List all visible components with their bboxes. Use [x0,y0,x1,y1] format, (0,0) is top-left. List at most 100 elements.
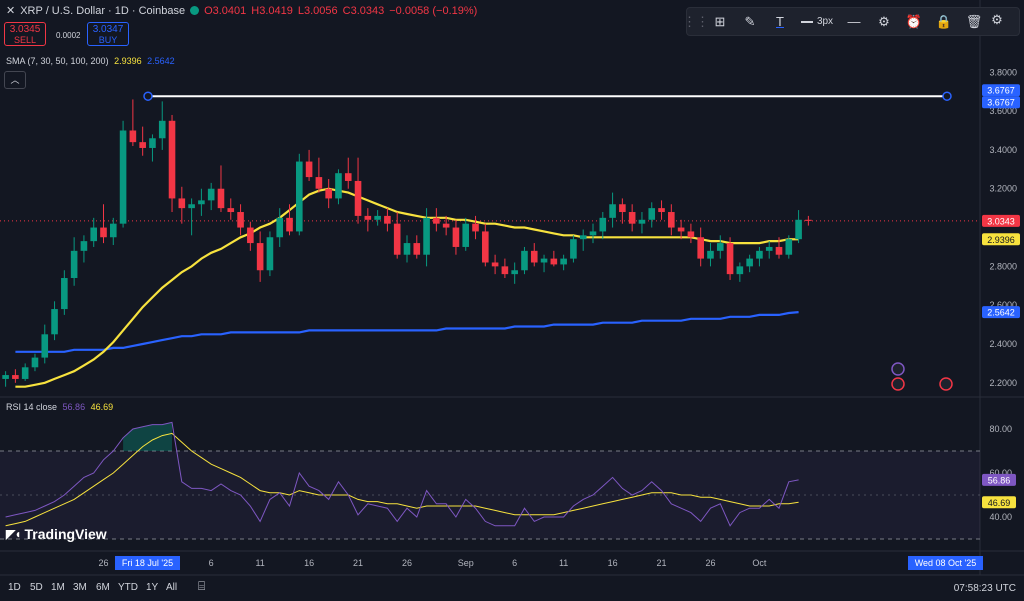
lightning-event-circle [891,362,905,376]
buy-label: BUY [98,35,118,45]
candle-body [237,212,244,228]
line-anchor-right-icon[interactable] [942,91,952,101]
price-tag-bg [982,306,1020,319]
candle [805,215,812,226]
candle-body [139,142,146,148]
candle-body [785,239,793,255]
candle-body [462,223,470,247]
candle [354,157,362,224]
text-icon[interactable]: T [776,14,784,29]
sma-legend[interactable]: SMA (7, 30, 50, 100, 200) 2.9396 2.5642 [6,56,175,66]
candle-body [227,208,235,213]
candle-body [521,250,528,271]
candle [472,215,479,240]
collapse-legend-icon[interactable]: ︿ [4,71,26,89]
line-width-label: 3px [816,16,834,27]
candle-body [188,204,195,209]
timeframe-6m[interactable]: 6M [96,582,110,593]
candle-body [648,208,656,220]
candle-body [775,246,783,255]
candle [61,270,68,315]
candle [100,204,107,244]
settings-icon[interactable]: ⚙ [878,13,890,29]
line-style-icon[interactable]: — [847,14,861,29]
candle [188,198,195,236]
us-flag-event-icon[interactable] [939,377,953,391]
alert-icon[interactable]: ⏰ [905,13,923,29]
rsi-ma-value: 46.69 [90,402,114,412]
candle [452,219,460,255]
timeframe-3m[interactable]: 3M [73,582,87,593]
lightning-event-icon[interactable] [891,362,905,376]
candle [609,192,616,228]
timeframe-all[interactable]: All [166,582,178,593]
candle-body [403,243,411,255]
timeframe-1y[interactable]: 1Y [146,582,159,593]
close-icon[interactable]: ✕ [6,5,16,17]
trash-icon[interactable]: 🗑 [965,13,983,29]
line-width-button[interactable]: 3px [795,7,839,36]
candle [344,157,352,189]
candle-body [31,357,39,368]
candle [677,219,685,240]
rsi-tag-bg [982,473,1016,486]
timeframe-1d[interactable]: 1D [8,582,21,593]
price-tag: 3.0343 [982,214,1020,227]
pencil-icon[interactable]: ✎ [744,13,756,29]
candle [746,254,753,273]
candle-body [589,231,597,236]
candle [393,212,401,259]
timeframe-ytd[interactable]: YTD [118,582,138,593]
sell-price: 3.0345 [9,24,41,35]
price-tick-label: 3.8000 [989,67,1017,77]
candle-body [344,173,352,181]
price-tag-label: 2.9396 [987,235,1015,245]
candle [785,235,793,259]
candle [560,254,567,271]
candle [374,210,381,226]
price-tick-label: 3.2000 [989,184,1017,194]
us-flag-event-icon[interactable] [891,377,905,391]
buy-button[interactable]: 3.0347 BUY [87,22,129,46]
symbol-title[interactable]: XRP / U.S. Dollar · 1D · Coinbase [20,4,186,17]
candle-body [168,120,176,199]
sell-button[interactable]: 3.0345 SELL [4,22,46,46]
candle-body [511,270,518,275]
x-tick-label: 6 [512,558,517,568]
candle [266,231,274,277]
candle-body [198,200,205,205]
candle-body [423,217,430,255]
chart-settings-icon[interactable]: ⚙ [985,10,1009,30]
x-tick-label: 26 [98,558,108,568]
candle [237,204,244,236]
candle-body [795,219,802,240]
candle [90,217,98,247]
candle [80,235,88,263]
candle-body [315,177,323,189]
price-tag: 3.6767 [982,96,1020,109]
timeframe-5d[interactable]: 5D [30,582,43,593]
x-tick-label: 16 [304,558,314,568]
header-bar: ✕ XRP / U.S. Dollar · 1D · Coinbase O3.0… [6,4,478,18]
date-range-icon[interactable]: ⌸ [198,579,206,593]
lock-icon[interactable]: 🔒 [935,13,953,29]
ohlc-change: −0.0058 (−0.19%) [389,4,478,17]
rsi-tag: 56.86 [982,473,1016,486]
candle [599,212,607,240]
rsi-value: 56.86 [62,402,86,412]
rsi-legend[interactable]: RSI 14 close 56.86 46.69 [6,402,113,412]
line-anchor-left-icon[interactable] [143,91,153,101]
candle-body [560,258,567,265]
templates-icon[interactable]: ⊞ [714,13,726,29]
candle [305,149,313,181]
candle-body [21,367,29,379]
candle-body [530,250,538,263]
candle [21,363,29,381]
candle-body [178,198,186,209]
price-tag-bg [982,96,1020,109]
drag-handle-icon[interactable]: ⋮⋮ [683,13,709,29]
timeframe-1m[interactable]: 1M [51,582,65,593]
x-tick-label: 6 [209,558,214,568]
